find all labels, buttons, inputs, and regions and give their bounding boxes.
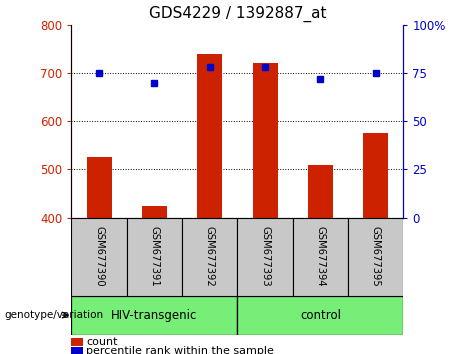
Title: GDS4229 / 1392887_at: GDS4229 / 1392887_at <box>148 6 326 22</box>
Bar <box>197 54 222 218</box>
Text: GSM677395: GSM677395 <box>371 226 381 287</box>
Bar <box>237 218 293 296</box>
Text: GSM677390: GSM677390 <box>94 226 104 287</box>
Bar <box>71 218 127 296</box>
Text: GSM677392: GSM677392 <box>205 226 215 287</box>
Bar <box>71 296 237 335</box>
Text: count: count <box>86 337 118 347</box>
Text: GSM677394: GSM677394 <box>315 226 325 287</box>
Text: GSM677393: GSM677393 <box>260 226 270 287</box>
Text: genotype/variation: genotype/variation <box>5 310 104 320</box>
Bar <box>87 158 112 218</box>
Bar <box>182 218 237 296</box>
Text: GSM677391: GSM677391 <box>149 226 160 287</box>
Bar <box>308 165 333 218</box>
Bar <box>348 218 403 296</box>
Bar <box>293 218 348 296</box>
Bar <box>363 133 388 218</box>
Text: control: control <box>300 309 341 321</box>
Bar <box>253 63 278 218</box>
Text: HIV-transgenic: HIV-transgenic <box>111 309 198 321</box>
Text: percentile rank within the sample: percentile rank within the sample <box>86 346 274 354</box>
Bar <box>237 296 403 335</box>
Bar <box>127 218 182 296</box>
Bar <box>142 206 167 218</box>
